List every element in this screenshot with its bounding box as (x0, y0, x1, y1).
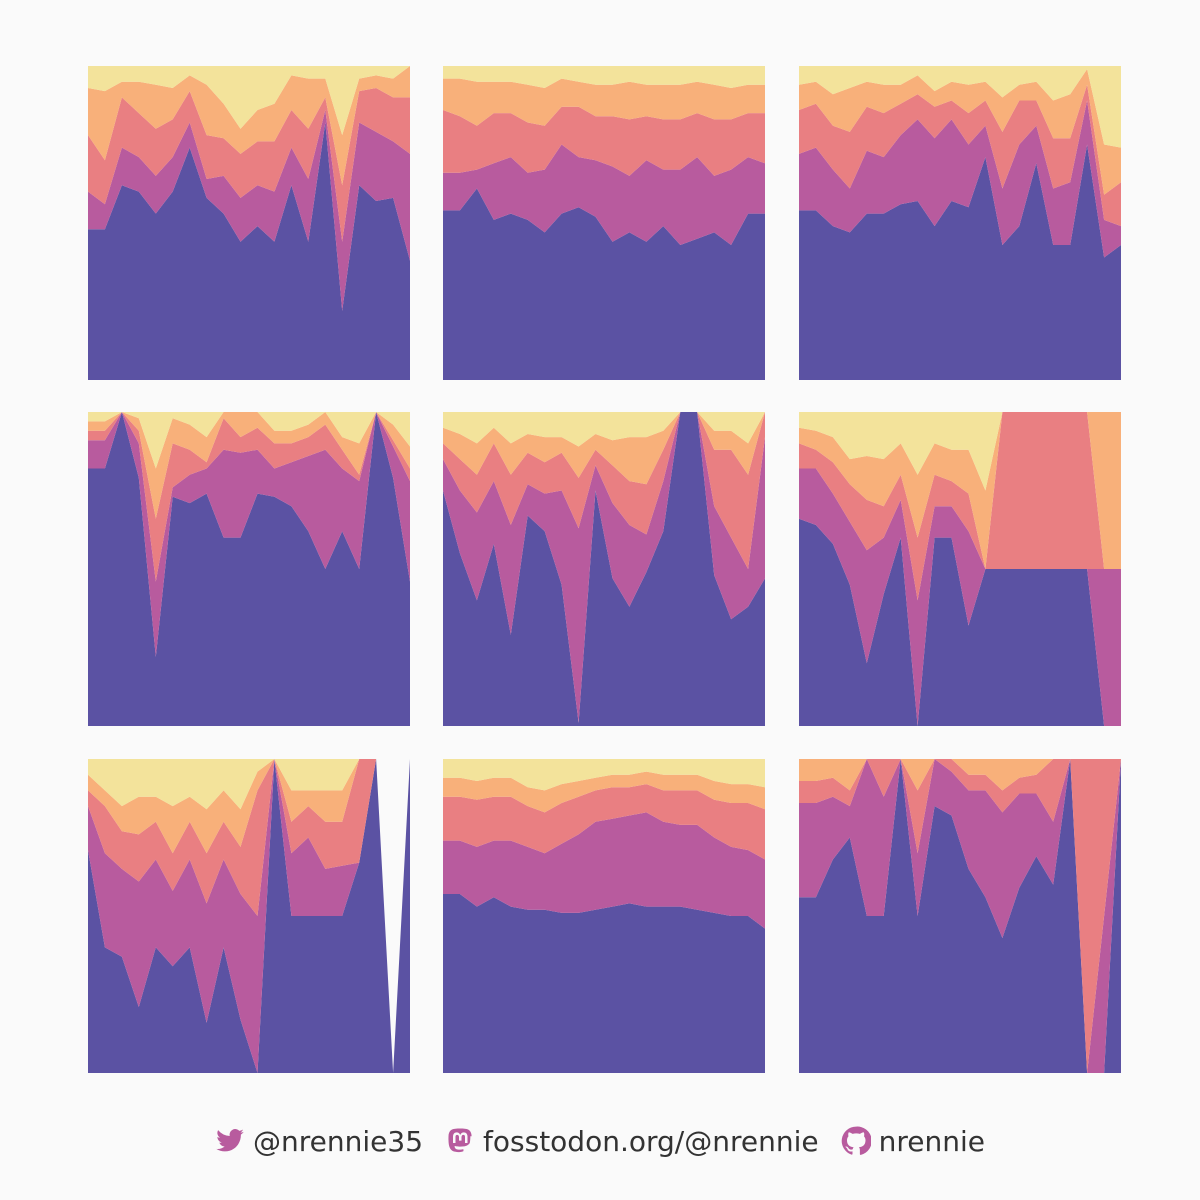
area-series-2 (88, 759, 410, 1073)
area-series-1 (443, 412, 765, 726)
area-series-2 (443, 144, 765, 245)
stacked-area-panel-1 (88, 66, 410, 380)
area-series-1 (88, 759, 410, 1073)
area-series-5 (88, 66, 410, 136)
github-octocat-icon (841, 1126, 871, 1155)
area-series-3 (443, 784, 765, 860)
area-series-4 (799, 69, 1121, 195)
area-series-3 (88, 759, 410, 1073)
area-series-4 (443, 771, 765, 813)
area-series-4 (88, 759, 410, 1073)
area-series-4 (88, 412, 410, 519)
area-series-4 (88, 66, 410, 186)
mastodon-icon (448, 1128, 472, 1153)
area-series-5 (799, 66, 1121, 148)
area-series-1 (799, 759, 1121, 1073)
area-series-2 (799, 100, 1121, 258)
area-series-3 (799, 84, 1121, 227)
area-series-2 (88, 110, 410, 311)
area-series-4 (443, 412, 765, 485)
area-series-2 (799, 759, 1121, 1073)
area-series-4 (443, 78, 765, 126)
area-series-5 (443, 412, 765, 447)
area-series-5 (799, 412, 1121, 491)
stacked-area-panel-5 (443, 412, 765, 726)
stacked-area-panel-2 (443, 66, 765, 380)
area-series-5 (88, 759, 410, 1073)
social-caption: @nrennie35 fosstodon.org/@nrennie nrenni… (0, 1118, 1200, 1164)
area-series-2 (443, 412, 765, 723)
area-series-1 (799, 518, 1121, 726)
twitter-bird-icon (216, 1129, 244, 1152)
stacked-area-panel-3 (799, 66, 1121, 380)
stacked-area-panel-9 (799, 759, 1121, 1073)
stacked-area-panel-6 (799, 412, 1121, 726)
area-series-2 (443, 812, 765, 929)
area-series-3 (799, 412, 1121, 601)
area-series-5 (443, 66, 765, 88)
twitter-handle[interactable]: @nrennie35 (215, 1125, 423, 1158)
github-handle-text: nrennie (878, 1124, 985, 1158)
area-series-1 (443, 894, 765, 1073)
stacked-area-panel-8 (443, 759, 765, 1073)
area-series-1 (88, 122, 410, 380)
area-series-1 (443, 188, 765, 380)
area-series-3 (88, 412, 410, 582)
area-series-4 (799, 759, 1121, 791)
mastodon-handle-text: fosstodon.org/@nrennie (483, 1124, 819, 1158)
area-series-4 (799, 412, 1121, 569)
area-series-1 (88, 412, 410, 726)
area-series-3 (443, 106, 765, 176)
area-series-3 (88, 88, 410, 242)
area-series-2 (88, 412, 410, 657)
area-series-2 (799, 468, 1121, 726)
mastodon-handle[interactable]: fosstodon.org/@nrennie (445, 1125, 819, 1158)
area-series-3 (799, 759, 1121, 1073)
twitter-handle-text: @nrennie35 (253, 1124, 424, 1158)
area-series-3 (443, 412, 765, 569)
small-multiples-grid (88, 66, 1121, 1073)
area-series-5 (88, 412, 410, 469)
stacked-area-panel-4 (88, 412, 410, 726)
stacked-area-panel-7 (88, 759, 410, 1073)
area-series-1 (799, 144, 1121, 380)
area-series-5 (443, 759, 765, 791)
github-handle[interactable]: nrennie (841, 1125, 985, 1158)
